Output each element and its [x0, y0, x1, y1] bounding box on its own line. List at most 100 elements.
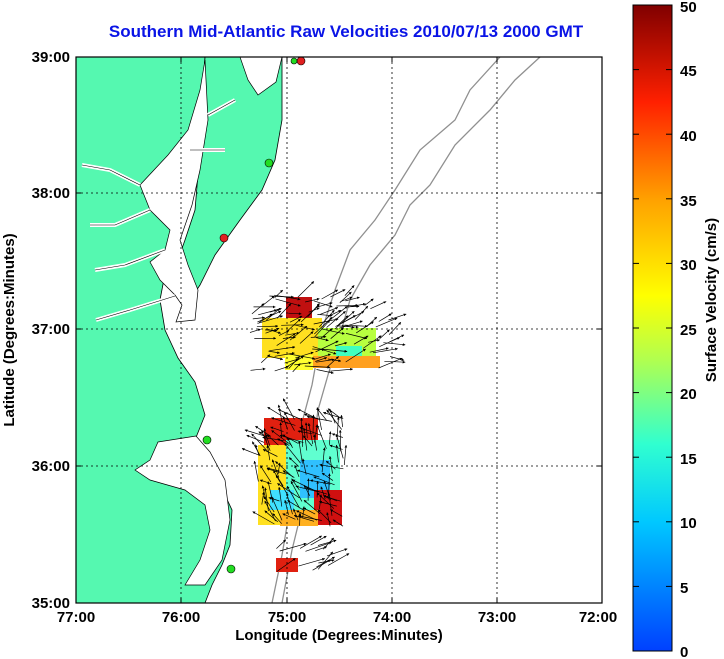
- radar-station-marker: [219, 233, 229, 243]
- velocity-vector: [266, 467, 280, 472]
- velocity-vector: [329, 306, 348, 321]
- velocity-vector: [334, 341, 348, 347]
- velocity-vector: [317, 314, 333, 317]
- velocity-vector: [276, 539, 287, 549]
- velocity-vector: [241, 448, 260, 456]
- velocity-vector: [326, 311, 346, 328]
- radar-station-marker: [296, 57, 306, 66]
- map-title: Southern Mid-Atlantic Raw Velocities 201…: [108, 22, 584, 41]
- velocity-vector: [284, 412, 295, 431]
- velocity-vector: [277, 483, 300, 499]
- velocity-vector: [316, 424, 327, 449]
- colorbar: [632, 4, 673, 652]
- velocity-vector: [261, 491, 265, 505]
- velocity-vector: [316, 337, 329, 342]
- velocity-vector: [288, 312, 302, 316]
- velocity-vector: [251, 303, 265, 315]
- velocity-vector: [303, 499, 321, 515]
- velocity-vector: [251, 433, 269, 453]
- velocity-vector: [315, 340, 339, 353]
- velocity-vector: [305, 487, 328, 495]
- velocity-vector: [390, 356, 405, 361]
- velocity-vector: [325, 460, 336, 470]
- velocity-vector: [278, 486, 283, 507]
- velocity-vector: [339, 320, 363, 329]
- velocity-vector: [275, 474, 289, 496]
- colorbar-tick-label: 10: [680, 515, 697, 532]
- velocity-vector: [300, 424, 304, 447]
- velocity-vector: [265, 434, 271, 447]
- velocity-vector: [313, 476, 335, 486]
- velocity-vector: [261, 295, 275, 307]
- velocity-vector: [246, 434, 265, 443]
- velocity-vector: [345, 333, 368, 340]
- velocity-vector: [282, 335, 296, 339]
- velocity-vector: [297, 408, 317, 419]
- velocity-vector: [322, 348, 348, 353]
- velocity-vector: [294, 361, 312, 366]
- velocity-vector: [345, 305, 360, 308]
- velocity-vector: [354, 305, 369, 320]
- velocity-vector: [297, 469, 320, 478]
- colorbar-tick-label: 20: [680, 386, 697, 403]
- velocity-vector: [285, 331, 300, 336]
- velocity-vector: [338, 315, 349, 325]
- velocity-vector: [284, 442, 301, 464]
- velocity-vector: [327, 473, 331, 500]
- colorbar-tick-label: 15: [680, 451, 697, 468]
- velocity-vector: [253, 460, 259, 482]
- velocity-vector: [332, 519, 344, 527]
- radar-station-marker: [202, 435, 212, 445]
- velocity-vector: [299, 331, 314, 344]
- velocity-vector: [340, 414, 343, 428]
- velocity-vector: [260, 465, 272, 483]
- velocity-vector: [299, 426, 322, 436]
- velocity-vector: [320, 307, 339, 315]
- velocity-vector: [275, 461, 294, 478]
- velocity-vector: [281, 323, 304, 327]
- x-tick-label: 77:00: [57, 609, 95, 626]
- x-tick-label: 76:00: [162, 609, 200, 626]
- velocity-vector: [388, 313, 407, 321]
- velocity-vector: [321, 447, 326, 473]
- colorbar-tick-label: 5: [680, 580, 688, 597]
- axis-ticks: [76, 57, 602, 603]
- velocity-vector: [378, 313, 392, 322]
- y-tick-label: 37:00: [32, 321, 70, 338]
- colorbar-tick-label: 0: [680, 644, 688, 659]
- velocity-vector: [330, 289, 346, 298]
- velocity-vector: [310, 479, 331, 485]
- velocity-vector: [276, 333, 296, 346]
- velocity-vector: [272, 513, 282, 524]
- grid-lines: [76, 57, 602, 603]
- velocity-vector: [284, 356, 304, 369]
- velocity-vector: [303, 507, 316, 515]
- velocity-vector: [370, 301, 387, 310]
- x-tick-label: 74:00: [373, 609, 411, 626]
- y-tick-label: 39:00: [32, 49, 70, 66]
- velocity-vector: [297, 430, 312, 435]
- velocity-vector: [269, 345, 296, 352]
- velocity-vector: [328, 456, 333, 474]
- plot-frame: [75, 56, 603, 604]
- velocity-vector: [344, 285, 355, 296]
- velocity-vector: [307, 423, 314, 445]
- velocity-vector: [258, 309, 278, 316]
- velocity-vector: [305, 297, 320, 303]
- velocity-vector: [260, 354, 271, 364]
- velocity-vector: [319, 309, 335, 328]
- velocity-vector: [288, 457, 300, 467]
- velocity-vector: [372, 347, 398, 354]
- velocity-vector: [262, 436, 284, 441]
- velocity-vector: [327, 553, 350, 566]
- velocity-vector: [257, 315, 283, 324]
- velocity-vector: [313, 434, 317, 451]
- velocity-vector: [315, 357, 328, 362]
- velocity-vector: [271, 496, 283, 521]
- velocity-vector: [319, 463, 344, 470]
- velocity-vector: [356, 321, 374, 334]
- colorbar-tick-label: 35: [680, 193, 697, 210]
- velocity-vector: [316, 407, 322, 430]
- velocity-vector: [277, 409, 301, 420]
- velocity-vector: [319, 494, 323, 510]
